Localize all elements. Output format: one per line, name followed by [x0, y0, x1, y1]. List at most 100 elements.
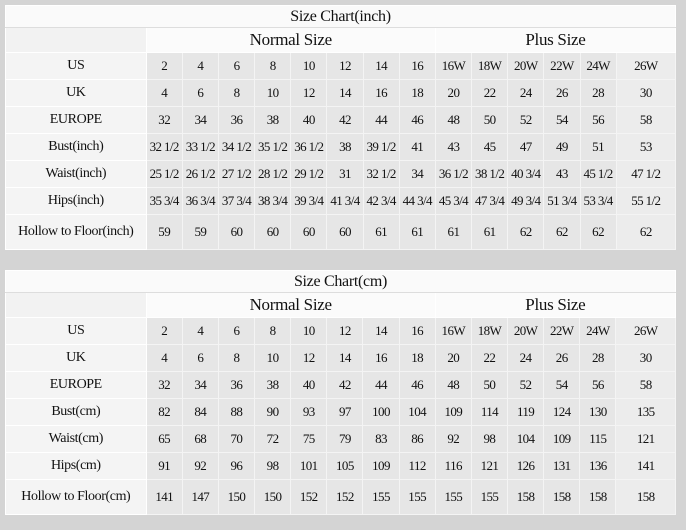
- size-cell: 38: [254, 371, 292, 399]
- size-cell: 8: [254, 52, 292, 80]
- size-cell: 32: [145, 371, 183, 399]
- size-cell: 10: [290, 52, 328, 80]
- size-cell: 116: [434, 452, 472, 480]
- size-cell: 61: [362, 214, 400, 250]
- size-cell: 98: [254, 452, 292, 480]
- row-label: UK: [5, 79, 147, 107]
- size-cell: 109: [434, 398, 472, 426]
- size-cell: 40: [290, 371, 328, 399]
- size-cell: 42: [326, 371, 364, 399]
- size-cell: 33 1/2: [181, 133, 219, 161]
- size-cell: 8: [254, 317, 292, 345]
- size-cell: 20W: [506, 317, 545, 345]
- size-cell: 22W: [543, 317, 581, 345]
- blank-header-cell: [5, 27, 147, 53]
- size-cell: 98: [470, 425, 509, 453]
- size-cell: 26: [543, 79, 581, 107]
- size-cell: 38: [326, 133, 364, 161]
- size-cell: 39 3/4: [290, 187, 328, 215]
- size-cell: 46: [398, 106, 436, 134]
- size-cell: 155: [470, 479, 509, 515]
- size-cell: 12: [290, 79, 328, 107]
- size-cell: 10: [254, 79, 292, 107]
- size-cell: 4: [145, 79, 183, 107]
- size-cell: 32 1/2: [145, 133, 183, 161]
- size-cell: 93: [290, 398, 328, 426]
- size-cell: 75: [290, 425, 328, 453]
- table-row: Waist(inch) 25 1/2 26 1/2 27 1/2 28 1/2 29 1/…: [5, 160, 677, 188]
- size-cell: 6: [181, 79, 219, 107]
- size-cell: 48: [434, 371, 472, 399]
- size-cell: 150: [254, 479, 292, 515]
- size-cell: 51: [579, 133, 617, 161]
- size-cell: 109: [362, 452, 400, 480]
- size-cell: 14: [362, 317, 400, 345]
- size-cell: 16W: [434, 317, 472, 345]
- size-cell: 112: [398, 452, 436, 480]
- size-cell: 51 3/4: [543, 187, 581, 215]
- size-cell: 52: [506, 371, 545, 399]
- table-row: UK 4 6 8 10 12 14 16 18 20 22 24 26 28 30: [5, 79, 677, 107]
- size-cell: 24W: [579, 52, 617, 80]
- size-cell: 50: [470, 371, 509, 399]
- size-cell: 105: [326, 452, 364, 480]
- size-cell: 141: [145, 479, 183, 515]
- size-cell: 84: [181, 398, 219, 426]
- size-cell: 43: [434, 133, 473, 161]
- size-cell: 47 3/4: [471, 187, 509, 215]
- size-cell: 83: [362, 425, 400, 453]
- table-row: Bust(inch) 32 1/2 33 1/2 34 1/2 35 1/2 36 1/2…: [5, 133, 677, 161]
- table-row: Hips(inch) 35 3/4 36 3/4 37 3/4 38 3/4 39 3/4…: [5, 187, 677, 215]
- size-cell: 43: [543, 160, 581, 188]
- row-label: Bust(inch): [5, 133, 147, 161]
- size-cell: 18: [398, 344, 436, 372]
- size-cell: 10: [290, 317, 328, 345]
- size-cell: 28 1/2: [254, 160, 292, 188]
- row-label: Hollow to Floor(inch): [5, 214, 147, 250]
- size-cell: 26: [543, 344, 581, 372]
- size-cell: 24W: [579, 317, 617, 345]
- size-cell: 126: [506, 452, 545, 480]
- size-cell: 16: [398, 317, 436, 345]
- table-row: US 2 4 6 8 10 12 14 16 16W 18W 20W 22W 24W 26W: [5, 52, 677, 80]
- size-cell: 92: [181, 452, 219, 480]
- size-cell: 4: [181, 317, 219, 345]
- table-row: UK 4 6 8 10 12 14 16 18 20 22 24 26 28 30: [5, 344, 676, 372]
- size-cell: 20: [434, 79, 473, 107]
- size-cell: 54: [543, 106, 581, 134]
- size-cell: 16: [362, 344, 400, 372]
- size-cell: 35 3/4: [145, 187, 183, 215]
- size-cell: 47 1/2: [615, 160, 677, 188]
- size-cell: 49: [543, 133, 581, 161]
- size-cell: 62: [615, 214, 677, 250]
- size-cell: 18: [398, 79, 436, 107]
- size-cell: 119: [506, 398, 545, 426]
- size-cell: 45: [471, 133, 509, 161]
- size-cell: 22: [470, 344, 509, 372]
- size-cell: 32: [145, 106, 183, 134]
- size-cell: 10: [254, 344, 292, 372]
- size-table: Size Chart(inch) Normal Size Plus Size US 2 4…: [5, 5, 677, 250]
- size-cell: 34: [181, 371, 219, 399]
- size-cell: 6: [217, 317, 256, 345]
- size-cell: 62: [579, 214, 617, 250]
- size-cell: 45 1/2: [579, 160, 617, 188]
- size-cell: 22: [471, 79, 509, 107]
- normal-size-header: Normal Size: [145, 292, 436, 318]
- normal-size-header: Normal Size: [145, 27, 436, 53]
- plus-size-header: Plus Size: [434, 292, 677, 318]
- size-cell: 61: [434, 214, 473, 250]
- size-cell: 54: [543, 371, 581, 399]
- size-cell: 60: [326, 214, 364, 250]
- size-cell: 91: [145, 452, 183, 480]
- size-cell: 58: [615, 371, 676, 399]
- size-cell: 36 1/2: [434, 160, 473, 188]
- size-cell: 42 3/4: [362, 187, 400, 215]
- size-cell: 55 1/2: [615, 187, 677, 215]
- size-cell: 30: [615, 344, 676, 372]
- table-row: EUROPE 32 34 36 38 40 42 44 46 48 50 52 54 56 58: [5, 106, 677, 134]
- size-cell: 150: [217, 479, 256, 515]
- size-cell: 2: [145, 317, 183, 345]
- size-cell: 14: [326, 344, 364, 372]
- size-cell: 59: [145, 214, 183, 250]
